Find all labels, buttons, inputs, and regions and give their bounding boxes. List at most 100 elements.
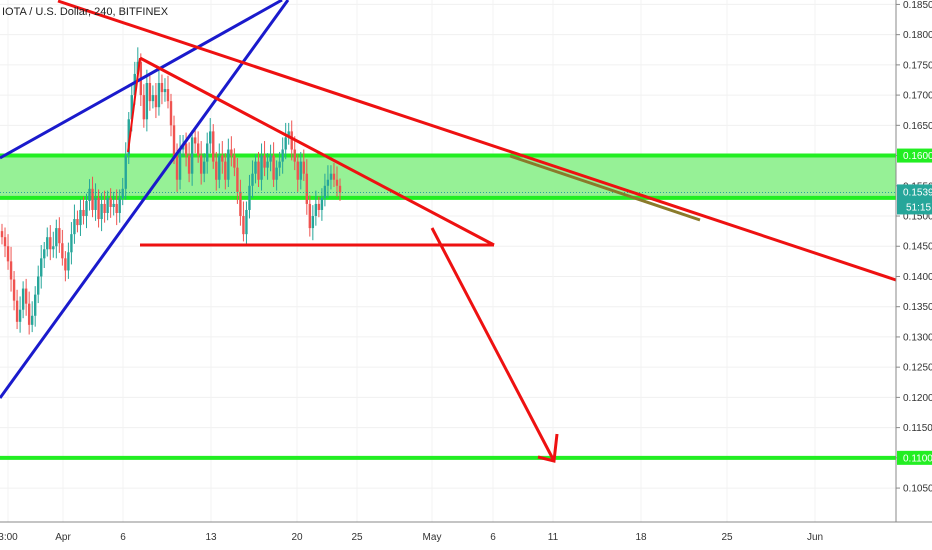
candle-body bbox=[305, 173, 309, 204]
candle-body bbox=[154, 95, 158, 108]
candle-body bbox=[329, 173, 333, 180]
candle-body bbox=[91, 188, 94, 210]
candle-body bbox=[100, 203, 103, 220]
candle-body bbox=[190, 137, 194, 174]
candle-body bbox=[121, 188, 124, 198]
support-price-label: 0.1100 bbox=[903, 453, 932, 464]
candle-body bbox=[76, 219, 79, 226]
y-tick-label: 0.1350 bbox=[903, 302, 932, 313]
candle-body bbox=[299, 161, 302, 180]
candle-body bbox=[196, 143, 200, 156]
candle-body bbox=[115, 203, 118, 213]
support-price-label-bg bbox=[897, 450, 932, 465]
candle-body bbox=[284, 137, 287, 150]
candle-body bbox=[169, 101, 173, 126]
x-tick-label: Apr bbox=[55, 532, 71, 543]
candle-body bbox=[3, 237, 7, 247]
candle-body bbox=[215, 161, 218, 180]
x-tick-label: 3:00 bbox=[0, 532, 18, 543]
candle-body bbox=[278, 161, 281, 168]
candle-body bbox=[263, 155, 266, 168]
candle-body bbox=[33, 294, 37, 316]
y-tick-label: 0.1850 bbox=[903, 0, 932, 11]
candle-body bbox=[127, 119, 130, 156]
candle-body bbox=[242, 216, 245, 235]
candle-body bbox=[254, 161, 257, 174]
candle-body bbox=[97, 197, 100, 220]
red-triangle-left bbox=[127, 57, 141, 153]
x-tick-label: Jun bbox=[807, 532, 823, 543]
y-tick-label: 0.1050 bbox=[903, 484, 932, 495]
blue-trend-line-short bbox=[0, 0, 283, 160]
zone-layer bbox=[0, 153, 896, 460]
candle-body bbox=[142, 95, 146, 120]
candle-body bbox=[109, 197, 112, 207]
candle-body bbox=[260, 155, 263, 180]
candle-body bbox=[27, 303, 31, 325]
candle-body bbox=[251, 173, 254, 186]
candle-body bbox=[296, 161, 299, 180]
candle-body bbox=[9, 261, 13, 280]
candle-body bbox=[145, 83, 149, 120]
candle-body bbox=[332, 173, 336, 180]
candle-body bbox=[245, 209, 248, 235]
candle-body bbox=[266, 161, 269, 168]
candle-body bbox=[37, 276, 40, 295]
candle-body bbox=[317, 203, 321, 210]
candle-body bbox=[209, 131, 212, 144]
y-tick-label: 0.1150 bbox=[903, 423, 932, 434]
candle-body bbox=[64, 258, 67, 271]
x-tick-label: 18 bbox=[635, 532, 647, 543]
red-projection-arrow bbox=[430, 227, 556, 462]
x-tick-label: 20 bbox=[291, 532, 303, 543]
candle-body bbox=[308, 203, 312, 229]
x-tick-label: 11 bbox=[548, 532, 559, 543]
candle-body bbox=[224, 161, 227, 180]
y-tick-label: 0.1750 bbox=[903, 60, 932, 71]
y-tick-label: 0.1400 bbox=[903, 272, 932, 283]
candle-body bbox=[187, 155, 191, 174]
candle-body bbox=[88, 188, 91, 201]
x-tick-label: 6 bbox=[490, 532, 496, 543]
x-tick-label: May bbox=[423, 532, 442, 543]
candle-body bbox=[124, 155, 127, 189]
candle-body bbox=[70, 234, 73, 253]
candle-body bbox=[52, 246, 55, 250]
drawings bbox=[0, 0, 932, 463]
candle-body bbox=[314, 203, 318, 217]
candle-body bbox=[248, 185, 251, 210]
candle-body bbox=[6, 246, 10, 262]
y-tick-label: 0.1200 bbox=[903, 393, 932, 404]
red-triangle-upper bbox=[139, 56, 495, 247]
candle-body bbox=[12, 279, 16, 301]
y-tick-label: 0.1300 bbox=[903, 332, 932, 343]
candle-body bbox=[18, 309, 22, 322]
blue-trend-line-long bbox=[0, 0, 290, 399]
current-price-label: 0.1539 bbox=[903, 187, 932, 198]
y-tick-label: 0.1250 bbox=[903, 363, 932, 374]
candle-body bbox=[46, 237, 49, 250]
candle-body bbox=[212, 131, 215, 162]
candle-body bbox=[112, 203, 115, 207]
candle-body bbox=[21, 288, 25, 310]
candle-body bbox=[118, 197, 121, 213]
candle-body bbox=[236, 167, 239, 192]
candle-body bbox=[130, 95, 133, 120]
symbol-legend: IOTA / U.S. Dollar, 240, BITFINEX bbox=[2, 6, 169, 18]
candle-body bbox=[160, 83, 164, 93]
countdown-label: 51:15 bbox=[906, 202, 931, 213]
candle-body bbox=[326, 179, 330, 186]
zone-top-price-label: 0.1600 bbox=[903, 151, 932, 162]
candle-body bbox=[163, 89, 167, 93]
candle-body bbox=[61, 243, 64, 259]
candle-body bbox=[281, 149, 284, 162]
candle-body bbox=[43, 249, 46, 259]
candle-body bbox=[157, 83, 161, 108]
x-tick-label: 6 bbox=[120, 532, 126, 543]
y-tick-label: 0.1700 bbox=[903, 91, 932, 102]
candle-body bbox=[269, 155, 272, 162]
candle-body bbox=[24, 288, 28, 304]
